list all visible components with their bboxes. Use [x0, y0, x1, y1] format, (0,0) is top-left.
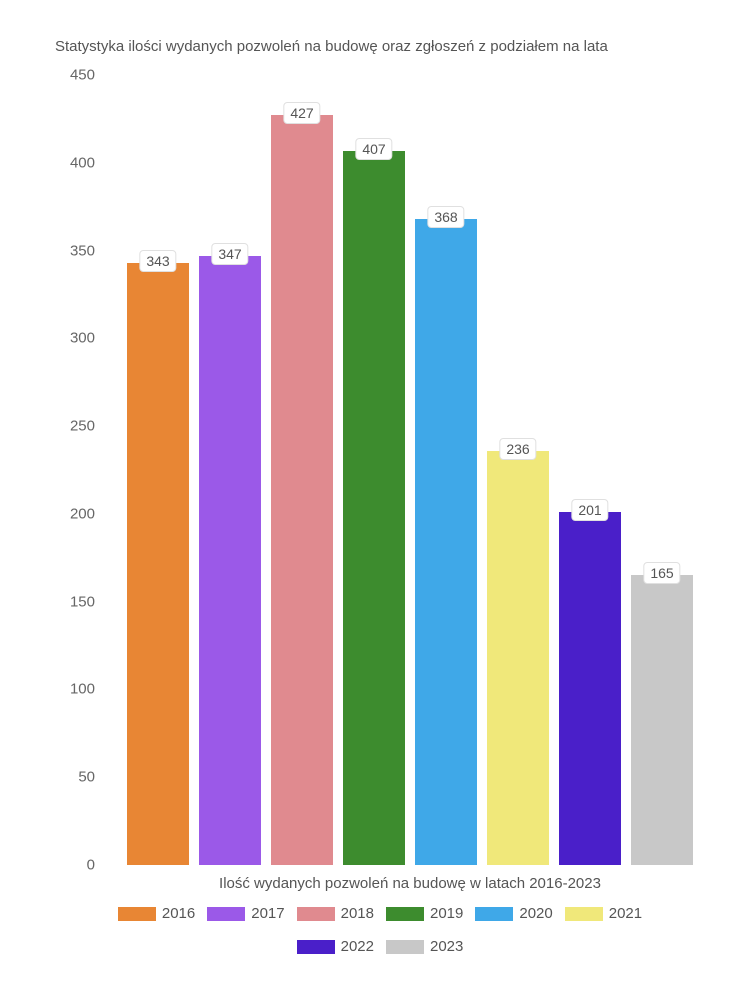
- bar: 407: [343, 151, 405, 866]
- y-axis: 050100150200250300350400450: [55, 75, 105, 865]
- bar-value-label: 165: [643, 562, 680, 584]
- bar-value-label: 347: [211, 243, 248, 265]
- legend-swatch: [207, 907, 245, 921]
- legend-label: 2021: [609, 905, 642, 922]
- legend: 2016 2017 2018 2019 2020 2021 2022 2023: [55, 905, 705, 955]
- bar: 201: [559, 512, 621, 865]
- legend-label: 2018: [341, 905, 374, 922]
- y-tick-label: 0: [87, 857, 95, 874]
- bar: 343: [127, 263, 189, 865]
- bar-value-label: 427: [283, 102, 320, 124]
- bar: 427: [271, 115, 333, 865]
- legend-item: 2023: [386, 938, 463, 955]
- y-tick-label: 450: [70, 67, 95, 84]
- bar: 236: [487, 451, 549, 865]
- y-tick-label: 100: [70, 681, 95, 698]
- legend-item: 2019: [386, 905, 463, 922]
- legend-swatch: [118, 907, 156, 921]
- legend-label: 2023: [430, 938, 463, 955]
- chart-title: Statystyka ilości wydanych pozwoleń na b…: [55, 38, 608, 55]
- bar: 165: [631, 575, 693, 865]
- legend-item: 2017: [207, 905, 284, 922]
- bar-value-label: 368: [427, 206, 464, 228]
- bar-value-label: 407: [355, 138, 392, 160]
- legend-label: 2022: [341, 938, 374, 955]
- legend-item: 2018: [297, 905, 374, 922]
- bar-value-label: 236: [499, 438, 536, 460]
- bar: 347: [199, 256, 261, 865]
- legend-item: 2016: [118, 905, 195, 922]
- bar-value-label: 343: [139, 250, 176, 272]
- y-tick-label: 300: [70, 330, 95, 347]
- legend-item: 2021: [565, 905, 642, 922]
- legend-item: 2020: [475, 905, 552, 922]
- legend-label: 2017: [251, 905, 284, 922]
- y-tick-label: 50: [78, 769, 95, 786]
- y-tick-label: 250: [70, 418, 95, 435]
- y-tick-label: 400: [70, 154, 95, 171]
- legend-swatch: [565, 907, 603, 921]
- legend-label: 2019: [430, 905, 463, 922]
- legend-swatch: [386, 907, 424, 921]
- legend-label: 2016: [162, 905, 195, 922]
- bar: 368: [415, 219, 477, 865]
- legend-label: 2020: [519, 905, 552, 922]
- plot-area: 343347427407368236201165: [110, 75, 710, 865]
- legend-swatch: [475, 907, 513, 921]
- y-tick-label: 350: [70, 242, 95, 259]
- x-axis-label: Ilość wydanych pozwoleń na budowę w lata…: [110, 875, 710, 892]
- legend-item: 2022: [297, 938, 374, 955]
- chart-container: Statystyka ilości wydanych pozwoleń na b…: [0, 0, 750, 1000]
- y-tick-label: 150: [70, 593, 95, 610]
- legend-swatch: [297, 907, 335, 921]
- legend-swatch: [386, 940, 424, 954]
- legend-swatch: [297, 940, 335, 954]
- bar-value-label: 201: [571, 499, 608, 521]
- y-tick-label: 200: [70, 505, 95, 522]
